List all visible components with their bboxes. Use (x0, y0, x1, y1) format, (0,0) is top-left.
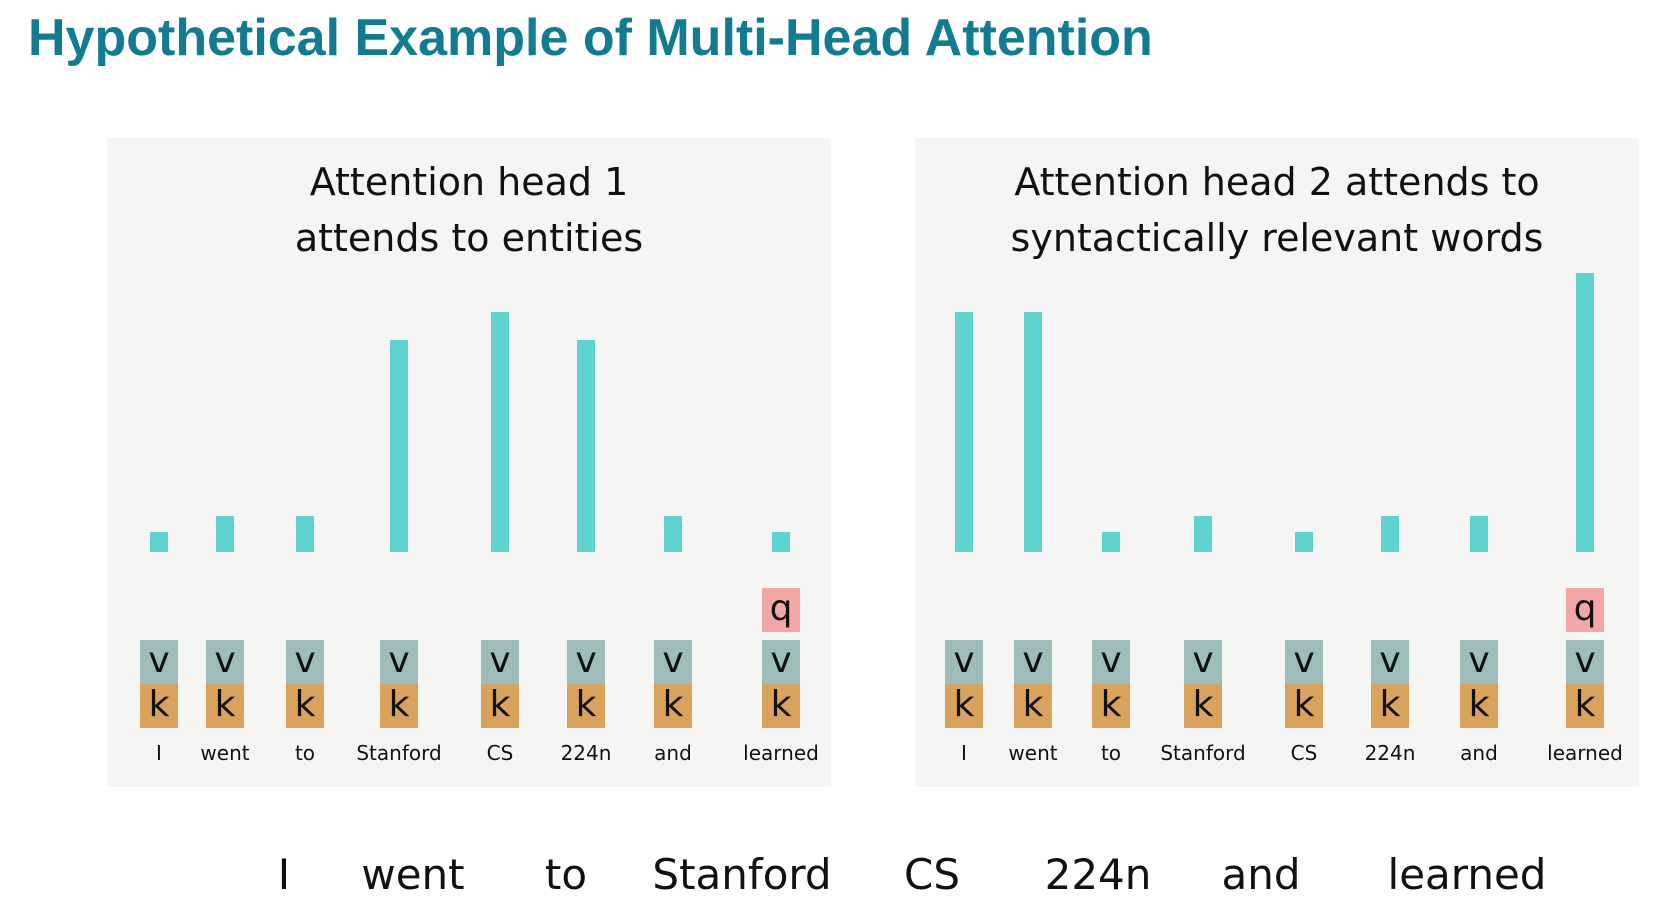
token-label: 224n (560, 741, 612, 765)
token-label: to (294, 741, 316, 765)
attention-bar (664, 516, 682, 552)
attention-bar (296, 516, 314, 552)
value-box: v (567, 640, 605, 684)
sentence-word: CS (904, 850, 960, 899)
attention-bar (1576, 273, 1594, 552)
key-box: k (140, 684, 178, 728)
query-box: q (1566, 588, 1604, 632)
panel-title-line: syntactically relevant words (1010, 216, 1544, 260)
token-label: and (654, 741, 692, 765)
token-label: learned (1547, 741, 1623, 765)
key-box: k (206, 684, 244, 728)
sentence-word: went (361, 850, 465, 899)
attention-bar (1381, 516, 1399, 552)
attention-bar (577, 340, 595, 552)
key-box: k (1014, 684, 1052, 728)
attention-bar (216, 516, 234, 552)
token-label: went (200, 741, 250, 765)
key-box: k (945, 684, 983, 728)
attention-bar (772, 532, 790, 552)
key-box: k (1460, 684, 1498, 728)
key-box: k (1285, 684, 1323, 728)
value-box: v (1566, 640, 1604, 684)
value-box: v (380, 640, 418, 684)
token-label: 224n (1364, 741, 1416, 765)
panel-title: Attention head 2 attends to syntacticall… (915, 154, 1639, 266)
attention-bar (1024, 312, 1042, 552)
key-box: k (567, 684, 605, 728)
value-box: v (762, 640, 800, 684)
value-box: v (1184, 640, 1222, 684)
token-label: Stanford (1160, 741, 1246, 765)
key-box: k (286, 684, 324, 728)
attention-bar (491, 312, 509, 552)
token-label: CS (486, 741, 514, 765)
value-box: v (1460, 640, 1498, 684)
key-box: k (1566, 684, 1604, 728)
slide-title: Hypothetical Example of Multi-Head Atten… (28, 9, 1153, 67)
value-box: v (945, 640, 983, 684)
sentence-word: learned (1387, 850, 1547, 899)
value-box: v (654, 640, 692, 684)
attention-bar (1102, 532, 1120, 552)
key-box: k (380, 684, 418, 728)
sentence-word: Stanford (652, 850, 832, 899)
attention-bar (150, 532, 168, 552)
key-box: k (762, 684, 800, 728)
value-box: v (140, 640, 178, 684)
key-box: k (1092, 684, 1130, 728)
key-box: k (481, 684, 519, 728)
panel-title-line: attends to entities (294, 216, 644, 260)
value-box: v (286, 640, 324, 684)
token-label: CS (1290, 741, 1318, 765)
sentence-word: and (1221, 850, 1301, 899)
attention-bar (1470, 516, 1488, 552)
sentence-word: 224n (1044, 850, 1152, 899)
panel-title-line: Attention head 1 (309, 160, 629, 204)
key-box: k (1371, 684, 1409, 728)
value-box: v (1371, 640, 1409, 684)
token-label: learned (743, 741, 819, 765)
panel-title-line: Attention head 2 attends to (1014, 160, 1540, 204)
key-box: k (1184, 684, 1222, 728)
token-label: and (1460, 741, 1498, 765)
token-label: Stanford (356, 741, 442, 765)
attention-bar (390, 340, 408, 552)
value-box: v (1285, 640, 1323, 684)
sentence-word: I (277, 850, 291, 899)
attention-bar (1295, 532, 1313, 552)
token-label: I (156, 741, 162, 765)
value-box: v (1014, 640, 1052, 684)
value-box: v (481, 640, 519, 684)
attention-head-2-panel: Attention head 2 attends to syntacticall… (915, 138, 1639, 787)
token-label: went (1008, 741, 1058, 765)
panel-title: Attention head 1 attends to entities (107, 154, 831, 266)
value-box: v (1092, 640, 1130, 684)
key-box: k (654, 684, 692, 728)
sentence-word: to (544, 850, 588, 899)
attention-bar (1194, 516, 1212, 552)
token-label: to (1100, 741, 1122, 765)
value-box: v (206, 640, 244, 684)
attention-bar (955, 312, 973, 552)
query-box: q (762, 588, 800, 632)
token-label: I (961, 741, 967, 765)
